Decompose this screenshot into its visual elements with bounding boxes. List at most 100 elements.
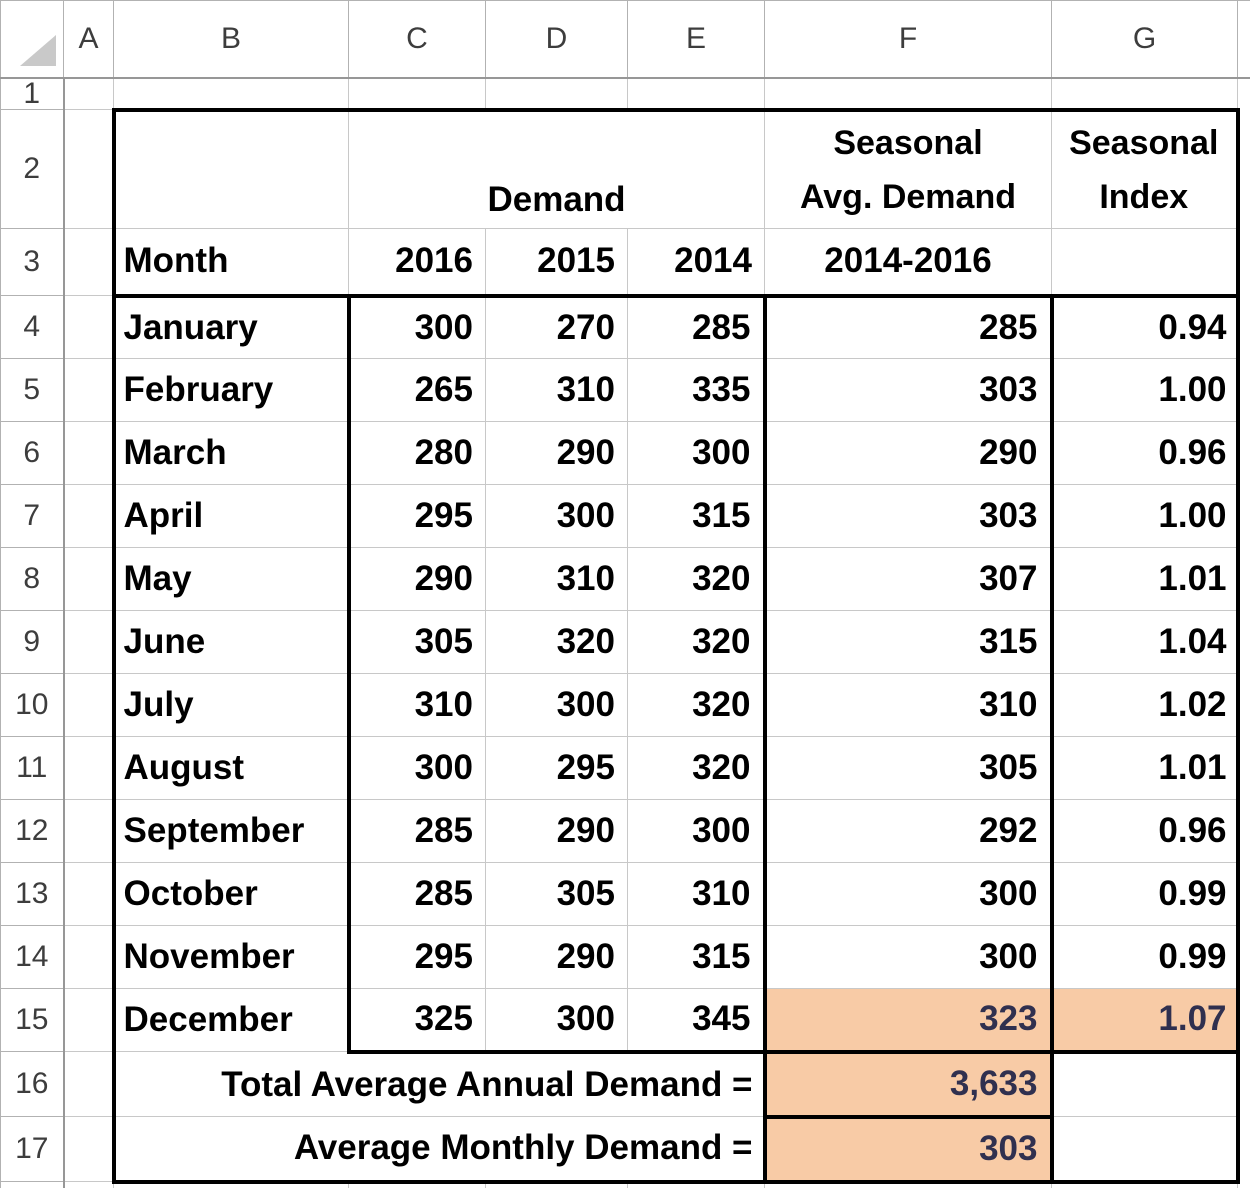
cell-empty[interactable] xyxy=(63,547,114,611)
cell-2014[interactable]: 300 xyxy=(627,421,767,485)
cell-avg[interactable]: 315 xyxy=(762,610,1054,674)
column-header-f[interactable]: F xyxy=(764,0,1052,79)
cell-2015[interactable]: 300 xyxy=(485,484,628,548)
cell-year-2015[interactable]: 2015 xyxy=(485,228,628,298)
cell-2015[interactable]: 290 xyxy=(485,799,628,863)
cell-avg[interactable]: 300 xyxy=(762,862,1054,926)
row-header-17[interactable]: 17 xyxy=(0,1116,65,1182)
cell-year-2014[interactable]: 2014 xyxy=(627,228,765,298)
cell-month[interactable]: December xyxy=(111,988,349,1052)
cell-month[interactable]: October xyxy=(111,862,349,926)
cell-2016[interactable]: 305 xyxy=(346,610,486,674)
cell-empty[interactable] xyxy=(63,295,114,359)
cell-index-highlighted[interactable]: 1.07 xyxy=(1051,988,1240,1054)
cell-empty[interactable] xyxy=(113,77,349,110)
row-header-2[interactable]: 2 xyxy=(0,109,65,229)
cell-index[interactable]: 1.00 xyxy=(1051,484,1240,548)
row-header-8[interactable]: 8 xyxy=(0,547,65,611)
column-header-d[interactable]: D xyxy=(485,0,628,79)
cell-index[interactable]: 0.96 xyxy=(1051,799,1240,863)
cell-empty[interactable] xyxy=(63,736,114,800)
row-header-3[interactable]: 3 xyxy=(0,228,65,296)
cell-index[interactable]: 0.99 xyxy=(1051,862,1240,926)
cell-empty[interactable] xyxy=(63,109,114,229)
row-header-11[interactable]: 11 xyxy=(0,736,65,800)
cell-2014[interactable]: 320 xyxy=(627,673,767,737)
cell-2014[interactable]: 310 xyxy=(627,862,767,926)
cell-avg[interactable]: 290 xyxy=(762,421,1054,485)
cell-index[interactable]: 0.94 xyxy=(1051,295,1240,359)
cell-avg[interactable]: 305 xyxy=(762,736,1054,800)
cell-2015[interactable]: 300 xyxy=(485,988,628,1054)
cell-2016[interactable]: 300 xyxy=(346,295,486,359)
cell-demand-header[interactable]: Demand xyxy=(348,107,765,229)
cell-2016[interactable]: 285 xyxy=(346,799,486,863)
cell-2016[interactable]: 295 xyxy=(346,925,486,989)
cell-month-header[interactable]: Month xyxy=(111,228,349,298)
cell-2015[interactable]: 270 xyxy=(485,295,628,359)
column-header-b[interactable]: B xyxy=(113,0,349,79)
column-header-e[interactable]: E xyxy=(627,0,765,79)
cell-empty[interactable] xyxy=(63,925,114,989)
select-all-button[interactable] xyxy=(0,0,64,79)
cell-b2[interactable] xyxy=(111,107,349,229)
cell-g3[interactable] xyxy=(1051,228,1240,298)
cell-2016[interactable]: 295 xyxy=(346,484,486,548)
cell-avg-highlighted[interactable]: 323 xyxy=(762,988,1054,1054)
cell-2014[interactable]: 345 xyxy=(627,988,767,1054)
cell-2015[interactable]: 290 xyxy=(485,421,628,485)
cell-avg[interactable]: 310 xyxy=(762,673,1054,737)
cell-empty[interactable] xyxy=(348,77,486,110)
cell-2014[interactable]: 315 xyxy=(627,484,767,548)
cell-empty[interactable] xyxy=(1051,77,1238,110)
cell-year-range[interactable]: 2014-2016 xyxy=(764,228,1052,298)
cell-month[interactable]: March xyxy=(111,421,349,485)
cell-g16[interactable] xyxy=(1051,1051,1240,1117)
cell-month[interactable]: November xyxy=(111,925,349,989)
cell-empty[interactable] xyxy=(63,862,114,926)
cell-total-label[interactable]: Total Average Annual Demand = xyxy=(111,1051,765,1117)
cell-empty[interactable] xyxy=(63,1116,114,1182)
cell-empty[interactable] xyxy=(63,421,114,485)
cell-2015[interactable]: 310 xyxy=(485,358,628,422)
cell-month[interactable]: February xyxy=(111,358,349,422)
cell-seasonal-index-header[interactable]: Seasonal Index xyxy=(1051,107,1240,229)
cell-month[interactable]: September xyxy=(111,799,349,863)
cell-2016[interactable]: 285 xyxy=(346,862,486,926)
cell-empty[interactable] xyxy=(63,673,114,737)
row-header-13[interactable]: 13 xyxy=(0,862,65,926)
cell-total-value-highlighted[interactable]: 3,633 xyxy=(762,1051,1054,1119)
row-header-16[interactable]: 16 xyxy=(0,1051,65,1117)
cell-2016[interactable]: 280 xyxy=(346,421,486,485)
cell-month[interactable]: July xyxy=(111,673,349,737)
cell-month[interactable]: May xyxy=(111,547,349,611)
cell-2015[interactable]: 290 xyxy=(485,925,628,989)
row-header-7[interactable]: 7 xyxy=(0,484,65,548)
cell-avg[interactable]: 300 xyxy=(762,925,1054,989)
column-header-a[interactable]: A xyxy=(63,0,114,79)
row-header-5[interactable]: 5 xyxy=(0,358,65,422)
cell-2014[interactable]: 320 xyxy=(627,547,767,611)
cell-2014[interactable]: 335 xyxy=(627,358,767,422)
row-header-15[interactable]: 15 xyxy=(0,988,65,1052)
cell-index[interactable]: 1.01 xyxy=(1051,547,1240,611)
row-header-12[interactable]: 12 xyxy=(0,799,65,863)
cell-empty[interactable] xyxy=(63,988,114,1052)
cell-index[interactable]: 0.96 xyxy=(1051,421,1240,485)
cell-seasonal-avg-header[interactable]: Seasonal Avg. Demand xyxy=(764,107,1052,229)
cell-empty[interactable] xyxy=(764,77,1052,110)
cell-2015[interactable]: 295 xyxy=(485,736,628,800)
cell-monthly-label[interactable]: Average Monthly Demand = xyxy=(111,1116,765,1184)
cell-empty[interactable] xyxy=(627,77,765,110)
cell-avg[interactable]: 303 xyxy=(762,484,1054,548)
row-header-6[interactable]: 6 xyxy=(0,421,65,485)
column-header-g[interactable]: G xyxy=(1051,0,1238,79)
cell-g17[interactable] xyxy=(1051,1116,1240,1184)
cell-empty[interactable] xyxy=(63,358,114,422)
cell-index[interactable]: 0.99 xyxy=(1051,925,1240,989)
cell-empty[interactable] xyxy=(63,228,114,296)
cell-2016[interactable]: 265 xyxy=(346,358,486,422)
column-header-c[interactable]: C xyxy=(348,0,486,79)
cell-2016[interactable]: 290 xyxy=(346,547,486,611)
cell-2014[interactable]: 320 xyxy=(627,610,767,674)
